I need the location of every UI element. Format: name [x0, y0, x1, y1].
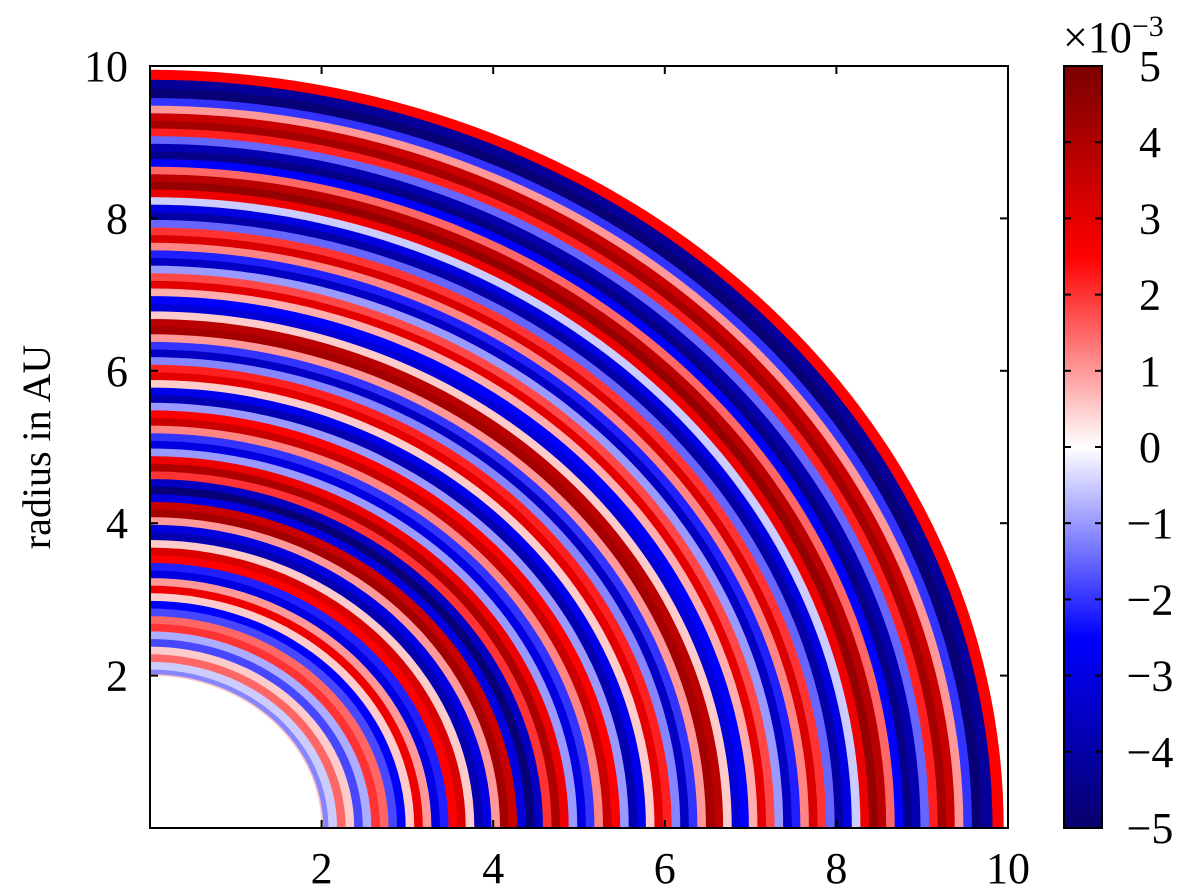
x-tick-label: 4 — [482, 844, 504, 893]
y-tick-label: 6 — [106, 347, 128, 396]
colorbar-tick-label: 2 — [1139, 271, 1161, 320]
colorbar-multiplier: ×10−3 — [1063, 10, 1164, 62]
colorbar-tick-label: 0 — [1139, 423, 1161, 472]
colorbar-tick-label: −5 — [1127, 804, 1174, 853]
colorbar-tick-label: 5 — [1139, 42, 1161, 91]
y-tick-label: 2 — [106, 652, 128, 701]
y-tick-label: 4 — [106, 499, 128, 548]
colorbar-multiplier-exponent: −3 — [1132, 10, 1164, 43]
x-axis: 2 4 6 8 10 — [311, 66, 1030, 893]
colorbar-tick-label: −4 — [1127, 728, 1174, 777]
x-tick-label: 8 — [825, 844, 847, 893]
y-tick-label: 10 — [84, 42, 128, 91]
colorbar-tick-label: −1 — [1127, 499, 1174, 548]
colorbar-tick-label: −3 — [1127, 652, 1174, 701]
colorbar-multiplier-base: ×10 — [1063, 13, 1132, 62]
colorbar-tick-label: 4 — [1139, 118, 1161, 167]
heatmap-rings — [150, 69, 1004, 828]
x-tick-label: 2 — [311, 844, 333, 893]
colorbar-ticks: 5 4 3 2 1 0 −1 −2 −3 −4 −5 — [1064, 42, 1173, 853]
colorbar-tick-label: −2 — [1127, 575, 1174, 624]
inner-hole — [150, 675, 322, 828]
y-axis-label: radius in AU — [14, 345, 59, 550]
y-tick-label: 8 — [106, 194, 128, 243]
colorbar-tick-label: 1 — [1139, 347, 1161, 396]
colorbar-tick-label: 3 — [1139, 194, 1161, 243]
x-tick-label: 6 — [654, 844, 676, 893]
y-axis: 2 4 6 8 10 — [84, 42, 1008, 701]
plot-frame — [149, 65, 1009, 829]
x-tick-label: 10 — [986, 844, 1030, 893]
